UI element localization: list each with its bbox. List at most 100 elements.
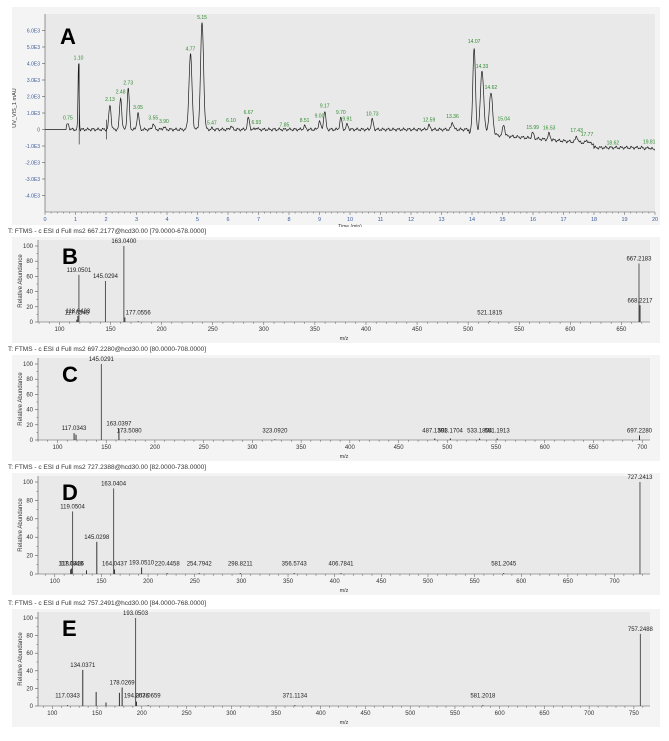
y-tick-label: 3.0E3 [27,78,40,84]
svg-text:40: 40 [26,535,33,541]
svg-text:100: 100 [52,445,63,451]
panel-letter: C [62,362,78,387]
peak-mz-label: 118.0423 [66,309,91,315]
svg-text:60: 60 [26,517,33,523]
svg-text:250: 250 [199,445,210,451]
peak-mz-label: 667.2183 [626,256,652,262]
svg-text:100: 100 [23,362,34,368]
svg-text:Relative Abundance: Relative Abundance [18,632,24,686]
svg-text:12: 12 [408,217,414,223]
svg-text:0: 0 [30,704,34,710]
svg-text:750: 750 [629,711,640,717]
peak-label: 9.91 [342,117,352,123]
svg-text:500: 500 [442,445,453,451]
peak-label: 2.13 [105,97,115,103]
peak-label: 5.15 [197,15,207,21]
svg-text:14: 14 [469,217,475,223]
peak-label: 2.48 [116,89,126,95]
peak-label: 9.17 [320,103,330,109]
peak-mz-label: 581.2045 [491,561,517,567]
svg-text:80: 80 [26,634,33,640]
svg-text:16: 16 [530,217,536,223]
svg-text:350: 350 [310,327,321,333]
peak-label: 14.33 [476,64,489,70]
peak-mz-label: 163.0397 [106,422,132,428]
peak-mz-label: 697.2280 [627,428,653,434]
peak-label: 12.59 [423,117,436,123]
svg-text:100: 100 [50,579,61,585]
scan-header: T: FTMS - c ESI d Full ms2 727.2388@hcd3… [8,464,207,471]
peak-label: 6.10 [226,118,236,124]
svg-text:6: 6 [226,217,229,223]
svg-text:650: 650 [563,579,574,585]
y-tick-label: -1.0E3 [25,144,40,150]
peak-mz-label: 164.0437 [102,561,128,567]
svg-text:3: 3 [135,217,138,223]
peak-label: 14.62 [485,85,498,91]
svg-text:550: 550 [450,711,461,717]
peak-label: 10.73 [366,112,379,118]
panel-letter: A [60,24,76,49]
peak-label: 1.10 [74,56,84,62]
svg-text:100: 100 [23,480,34,486]
svg-text:80: 80 [26,498,33,504]
svg-text:100: 100 [47,711,58,717]
svg-text:80: 80 [26,259,33,265]
peak-label: 19.81 [643,140,656,146]
svg-text:Relative Abundance: Relative Abundance [18,254,24,308]
peak-label: 7.85 [280,122,290,128]
svg-text:100: 100 [54,327,65,333]
svg-text:40: 40 [26,408,33,414]
svg-text:40: 40 [26,669,33,675]
peak-mz-label: 406.7841 [328,561,354,567]
svg-text:400: 400 [345,445,356,451]
svg-text:15: 15 [499,217,505,223]
peak-label: 4.77 [186,46,196,52]
svg-text:20: 20 [26,305,33,311]
svg-text:500: 500 [423,579,434,585]
svg-text:11: 11 [378,217,384,223]
svg-text:80: 80 [26,377,33,383]
svg-text:150: 150 [101,445,112,451]
chromatogram-trace [45,22,656,151]
panel-e-ms2-spectrum: T: FTMS - c ESI d Full ms2 757.2491@hcd3… [0,600,669,730]
svg-text:9: 9 [318,217,321,223]
peak-mz-label: 163.0400 [111,239,137,245]
svg-text:200: 200 [143,579,154,585]
peak-mz-label: 487.1391 [422,428,448,434]
svg-text:600: 600 [516,579,527,585]
svg-text:250: 250 [208,327,219,333]
svg-text:7: 7 [257,217,260,223]
y-tick-label: 2.0E3 [27,94,40,100]
peak-mz-label: 173.5080 [117,428,143,434]
peak-mz-label: 323.0920 [262,428,288,434]
svg-text:700: 700 [610,579,621,585]
peak-mz-label: 117.0343 [62,426,87,432]
svg-text:20: 20 [652,217,658,223]
peak-label: 0.75 [63,116,73,122]
y-tick-label: 5.0E3 [27,45,40,51]
svg-text:0: 0 [30,572,34,578]
peak-mz-label: 220.4458 [155,561,181,567]
y-tick-label: -2.0E3 [25,160,40,166]
svg-text:0: 0 [43,217,46,223]
peak-mz-label: 551.1913 [485,428,511,434]
svg-text:650: 650 [616,327,627,333]
svg-text:1: 1 [74,217,77,223]
y-tick-label: -3.0E3 [25,177,40,183]
svg-text:350: 350 [271,711,282,717]
svg-text:40: 40 [26,290,33,296]
svg-text:450: 450 [360,711,371,717]
svg-text:m/z: m/z [340,588,349,594]
svg-text:5: 5 [196,217,199,223]
peak-mz-label: 581.2018 [470,694,496,700]
svg-text:200: 200 [150,445,161,451]
peak-label: 3.55 [148,116,158,122]
svg-text:650: 650 [539,711,550,717]
svg-text:300: 300 [236,579,247,585]
peak-label: 6.67 [244,110,254,116]
peak-mz-label: 194.0536 [124,694,150,700]
svg-text:m/z: m/z [340,720,349,726]
peak-label: 17.77 [581,132,594,138]
svg-text:350: 350 [296,445,307,451]
